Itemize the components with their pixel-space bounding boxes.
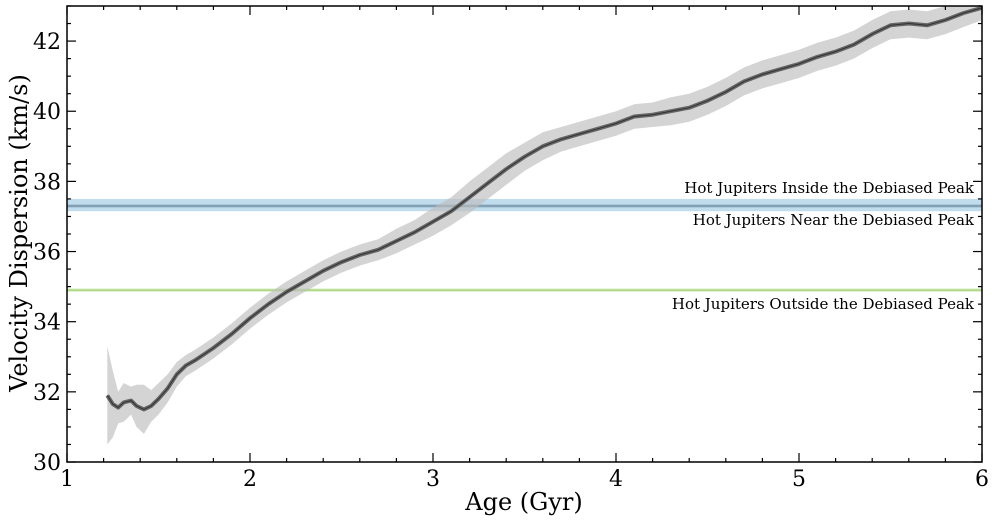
plot-frame — [66, 5, 983, 463]
y-tick-label: 40 — [33, 100, 61, 125]
x-tick-label: 3 — [426, 467, 440, 492]
x-tick-label: 5 — [792, 467, 806, 492]
x-tick-label: 4 — [609, 467, 623, 492]
plot-area: Hot Jupiters Inside the Debiased Peak Hot… — [67, 6, 982, 445]
y-tick-label: 30 — [33, 451, 61, 476]
series-0-median — [106, 7, 982, 410]
hline-label-0: Hot Jupiters Inside the Debiased Peak — [684, 179, 975, 197]
y-tick-label: 32 — [33, 381, 61, 406]
y-tick-label: 36 — [33, 241, 61, 266]
hline-label-1: Hot Jupiters Near the Debiased Peak — [693, 211, 975, 229]
y-axis-label: Velocity Dispersion (km/s) — [5, 74, 33, 393]
x-tick-label: 1 — [60, 467, 74, 492]
x-tick-label: 6 — [975, 467, 989, 492]
hline-label-2: Hot Jupiters Outside the Debiased Peak — [672, 295, 975, 313]
y-tick-label: 42 — [33, 30, 61, 55]
x-axis-label: Age (Gyr) — [464, 488, 582, 516]
y-tick-label: 34 — [33, 311, 61, 336]
x-tick-label: 2 — [243, 467, 257, 492]
y-tick-label: 38 — [33, 170, 61, 195]
